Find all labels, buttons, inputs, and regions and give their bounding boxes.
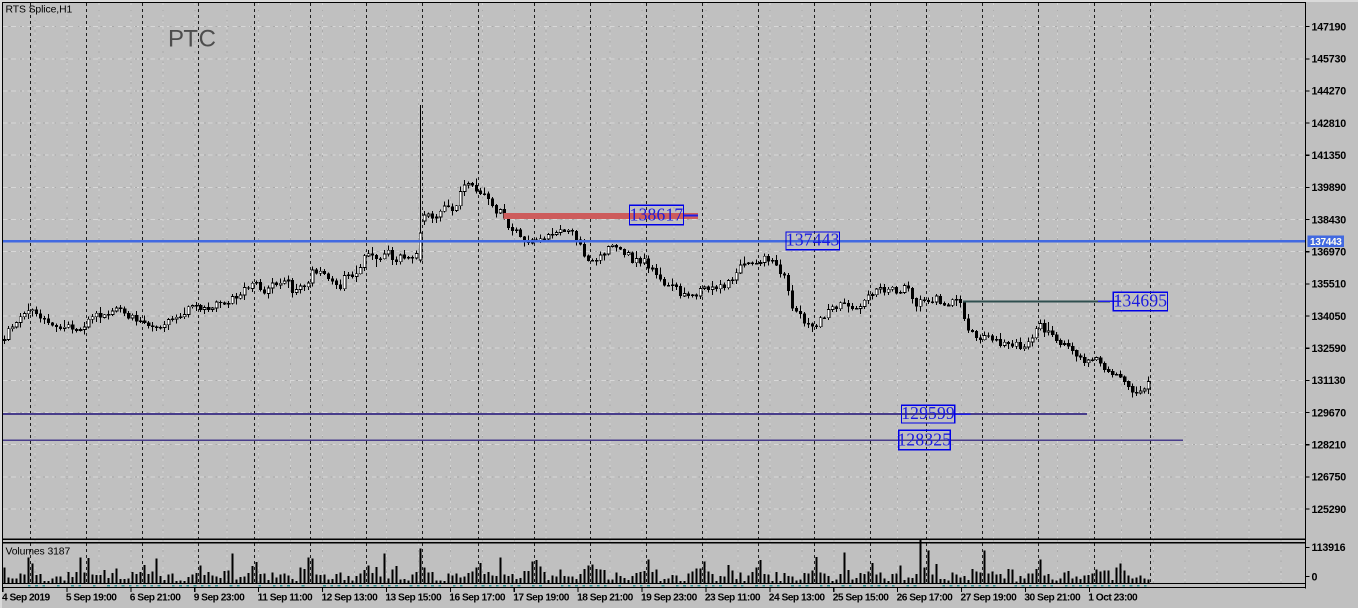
svg-text:РТС: РТС: [168, 26, 216, 53]
svg-text:6 Sep 21:00: 6 Sep 21:00: [130, 593, 181, 604]
svg-text:129670: 129670: [1312, 407, 1347, 419]
svg-text:139890: 139890: [1312, 182, 1347, 194]
svg-text:19 Sep 23:00: 19 Sep 23:00: [641, 593, 698, 604]
svg-text:126750: 126750: [1312, 472, 1347, 484]
svg-text:13 Sep 15:00: 13 Sep 15:00: [385, 593, 442, 604]
svg-text:113916: 113916: [1312, 542, 1346, 554]
svg-text:23 Sep 11:00: 23 Sep 11:00: [705, 593, 761, 604]
svg-text:26 Sep 17:00: 26 Sep 17:00: [897, 593, 954, 604]
svg-text:RTS Splice,H1: RTS Splice,H1: [6, 5, 73, 16]
svg-text:18 Sep 21:00: 18 Sep 21:00: [577, 593, 634, 604]
svg-text:136970: 136970: [1312, 247, 1347, 259]
svg-text:137443: 137443: [1310, 237, 1342, 248]
svg-text:131130: 131130: [1312, 375, 1346, 387]
svg-text:134050: 134050: [1312, 311, 1347, 323]
svg-text:144270: 144270: [1312, 86, 1347, 98]
svg-text:16 Sep 17:00: 16 Sep 17:00: [449, 593, 506, 604]
svg-text:129599: 129599: [901, 403, 955, 423]
svg-text:142810: 142810: [1312, 118, 1347, 130]
svg-text:5 Sep 19:00: 5 Sep 19:00: [66, 593, 117, 604]
svg-text:137443: 137443: [786, 230, 840, 250]
svg-text:Volumes 3187: Volumes 3187: [6, 547, 71, 558]
svg-text:138617: 138617: [630, 205, 684, 225]
svg-text:125290: 125290: [1312, 504, 1347, 516]
svg-text:17 Sep 19:00: 17 Sep 19:00: [513, 593, 570, 604]
svg-text:128210: 128210: [1312, 440, 1347, 452]
svg-text:25 Sep 15:00: 25 Sep 15:00: [833, 593, 890, 604]
svg-text:4 Sep 2019: 4 Sep 2019: [2, 593, 51, 604]
svg-text:132590: 132590: [1312, 343, 1347, 355]
svg-text:147190: 147190: [1312, 21, 1347, 33]
svg-text:0: 0: [1312, 571, 1318, 583]
svg-text:128325: 128325: [897, 429, 951, 449]
svg-text:12 Sep 13:00: 12 Sep 13:00: [322, 593, 379, 604]
svg-text:27 Sep 19:00: 27 Sep 19:00: [961, 593, 1018, 604]
svg-text:11 Sep 11:00: 11 Sep 11:00: [258, 593, 313, 604]
svg-text:9 Sep 23:00: 9 Sep 23:00: [194, 593, 245, 604]
svg-text:141350: 141350: [1312, 150, 1347, 162]
svg-text:138430: 138430: [1312, 214, 1347, 226]
svg-text:145730: 145730: [1312, 54, 1347, 66]
svg-text:24 Sep 13:00: 24 Sep 13:00: [769, 593, 826, 604]
svg-text:1 Oct 23:00: 1 Oct 23:00: [1088, 593, 1138, 604]
svg-text:135510: 135510: [1312, 279, 1347, 291]
svg-text:30 Sep 21:00: 30 Sep 21:00: [1024, 593, 1081, 604]
svg-text:134695: 134695: [1114, 291, 1168, 311]
